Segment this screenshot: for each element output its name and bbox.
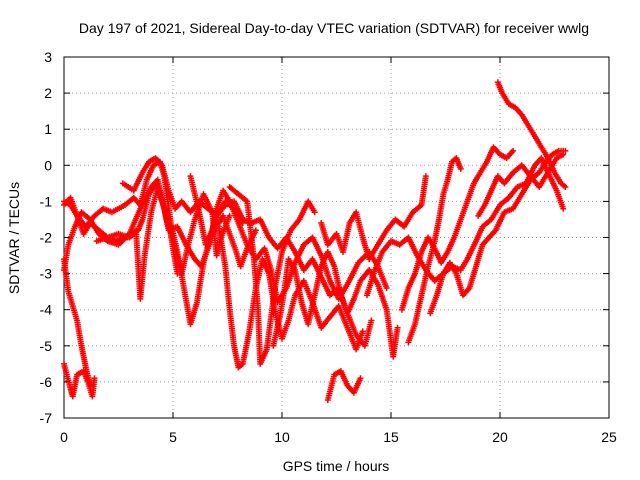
data-point [422,173,429,180]
x-axis-title: GPS time / hours [283,458,390,474]
data-point [510,147,517,154]
data-point [394,324,401,331]
data-point [562,183,569,190]
y-tick-label: -3 [40,266,53,282]
series-sat12 [324,368,364,403]
series-sat18 [494,79,569,190]
data-point [311,209,318,216]
series-sat15 [398,144,517,313]
series-sat1 [61,360,98,400]
data-point [91,375,98,382]
series-sat14 [364,155,567,299]
y-tick-label: 2 [44,85,52,101]
y-tick-label: -2 [40,230,53,246]
series-sat13 [318,173,429,263]
data-point [368,317,375,324]
data-point [252,227,259,234]
y-tick-label: 0 [44,157,52,173]
y-tick-label: -4 [40,302,53,318]
x-tick-label: 25 [601,429,617,445]
x-tick-label: 0 [60,429,68,445]
data-point [359,328,366,335]
y-tick-label: 3 [44,49,52,65]
x-tick-label: 10 [274,429,290,445]
series-sat16 [405,155,464,346]
data-point [87,382,94,389]
data-point [560,151,567,158]
x-tick-label: 5 [169,429,177,445]
y-tick-label: -5 [40,338,53,354]
data-point [560,205,567,212]
data-point [562,147,569,154]
y-tick-label: -1 [40,193,53,209]
axis-ticks: 0 5 10 15 20 25 -7 -6 -5 -4 -3 -2 -1 0 1 2 3 [40,49,617,445]
series-sat19 [475,151,567,219]
data-point [174,270,181,277]
data-point [383,285,390,292]
data-point [357,375,364,382]
data-point [226,212,233,219]
y-tick-label: -6 [40,374,53,390]
chart-title: Day 197 of 2021, Sidereal Day-to-day VTE… [79,20,589,36]
x-tick-label: 15 [383,429,399,445]
series-sat11 [270,248,401,360]
y-tick-label: -7 [40,410,53,426]
y-tick-label: 1 [44,121,52,137]
series-sat5 [61,180,181,277]
x-tick-label: 20 [492,429,508,445]
series-sat17 [427,147,569,317]
data-point [457,165,464,172]
y-axis-title: SDTVAR / TECUs [6,182,22,294]
data-markers [61,79,569,403]
